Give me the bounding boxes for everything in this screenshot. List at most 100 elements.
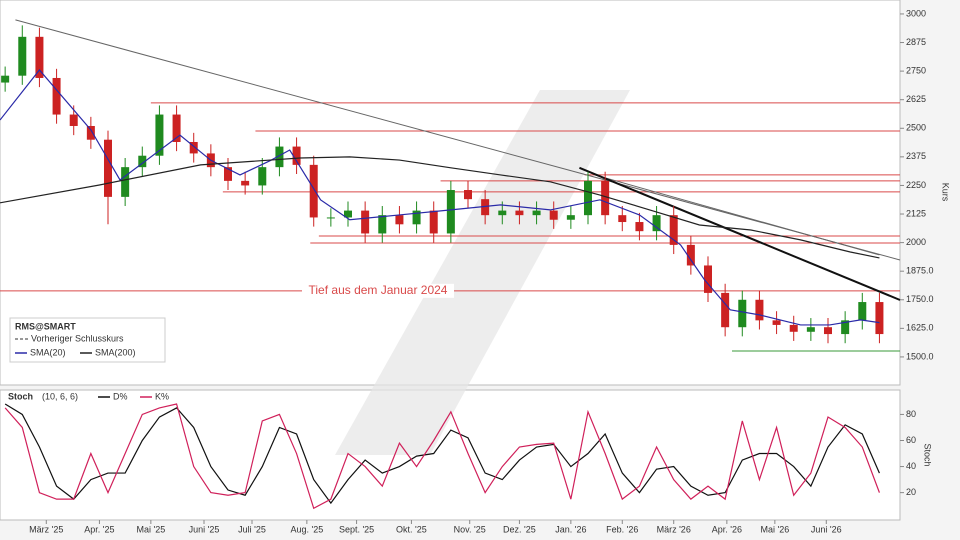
- candle-body: [224, 167, 232, 181]
- candle-body: [858, 302, 867, 321]
- candle-body: [669, 215, 678, 245]
- candle-body: [275, 146, 284, 168]
- candle-body: [69, 114, 78, 126]
- stoch-params: (10, 6, 6): [42, 391, 78, 401]
- x-tick-label: Mai '26: [760, 524, 789, 534]
- y-tick-label: 1750.0: [906, 294, 934, 304]
- candle-body: [1, 75, 10, 83]
- stoch-line: [4, 403, 880, 510]
- sma-line: [0, 69, 880, 326]
- candle-body: [172, 114, 181, 142]
- annotation: Tief aus dem Januar 2024: [309, 283, 448, 297]
- y-tick-label: 2000: [906, 237, 926, 247]
- candle-body: [498, 210, 507, 216]
- legend-entry: SMA(200): [95, 347, 136, 357]
- candle-body: [721, 292, 730, 328]
- x-tick-label: Juni '25: [189, 524, 220, 534]
- x-tick-label: Sept. '25: [339, 524, 374, 534]
- candle-body: [138, 155, 147, 168]
- candle-body: [738, 299, 747, 328]
- candle-body: [601, 180, 610, 216]
- y-tick-label: 1500.0: [906, 351, 934, 361]
- y-tick-label: 2750: [906, 65, 926, 75]
- candle-body: [875, 302, 884, 335]
- candle-body: [446, 190, 455, 234]
- candle-body: [429, 210, 438, 234]
- candle-body: [309, 164, 318, 218]
- candle-body: [755, 299, 764, 321]
- x-tick-label: März '25: [29, 524, 63, 534]
- legend-entry: SMA(20): [30, 347, 66, 357]
- y-tick-label: 80: [906, 409, 916, 419]
- candle-body: [258, 167, 267, 186]
- y-tick-label: 2250: [906, 180, 926, 190]
- candle-body: [566, 215, 575, 220]
- x-tick-label: Jan. '26: [555, 524, 586, 534]
- candle-body: [395, 215, 404, 225]
- candle-body: [189, 141, 198, 154]
- legend-entry: K%: [155, 391, 169, 401]
- candle-body: [326, 217, 335, 219]
- candle-body: [104, 139, 112, 197]
- candle-body: [361, 210, 370, 234]
- y-tick-label: 40: [906, 461, 916, 471]
- candle-body: [652, 215, 661, 232]
- candle-body: [464, 190, 472, 200]
- x-tick-label: Nov. '25: [454, 524, 486, 534]
- candle-body: [35, 36, 44, 78]
- x-tick-label: Apr. '25: [84, 524, 114, 534]
- x-tick-label: Feb. '26: [606, 524, 638, 534]
- trend-line: [579, 166, 901, 301]
- candle-body: [241, 180, 250, 186]
- trend-line: [15, 19, 901, 261]
- legend-symbol: RMS@SMART: [15, 321, 76, 331]
- annotation-bg: [302, 283, 454, 298]
- candle-body: [481, 199, 490, 216]
- y-tick-label: 20: [906, 487, 916, 497]
- candle-body: [618, 215, 627, 223]
- x-tick-label: Apr. '26: [712, 524, 742, 534]
- candle-body: [292, 146, 301, 165]
- candle-body: [824, 327, 832, 335]
- candle-body: [344, 210, 352, 218]
- candle-body: [789, 324, 798, 332]
- y-tick-label: 2500: [906, 123, 926, 133]
- legend-entry: Vorheriger Schlusskurs: [31, 333, 124, 343]
- candle-body: [686, 244, 695, 266]
- candle-body: [635, 222, 644, 232]
- candle-body: [121, 167, 130, 197]
- stoch-line: [4, 403, 880, 505]
- plot-layer: Tief aus dem Januar 2024: [0, 19, 901, 510]
- candle-body: [549, 210, 558, 220]
- candle-body: [806, 327, 815, 332]
- candle-body: [772, 320, 781, 325]
- trend-line: [594, 174, 880, 256]
- x-tick-label: Juli '25: [238, 524, 266, 534]
- candle-body: [532, 210, 541, 216]
- candle-body: [378, 215, 387, 234]
- candle-body: [704, 265, 712, 293]
- stoch-title: Stoch: [8, 391, 33, 401]
- y-tick-label: 1625.0: [906, 323, 934, 333]
- x-tick-label: Juni '26: [811, 524, 842, 534]
- y-tick-label: 2625: [906, 94, 926, 104]
- y-axis-label: Kurs: [941, 183, 951, 202]
- candle-body: [412, 210, 421, 225]
- candle-body: [515, 210, 524, 216]
- y-tick-label: 1875.0: [906, 266, 934, 276]
- candle-body: [86, 125, 95, 140]
- x-tick-label: Aug. '25: [290, 524, 323, 534]
- candle-body: [584, 180, 592, 216]
- y-tick-label: 2875: [906, 37, 926, 47]
- legend-box: [9, 317, 166, 363]
- x-tick-label: Okt. '25: [396, 524, 427, 534]
- y-tick-label: 2375: [906, 151, 926, 161]
- candle-body: [155, 114, 164, 156]
- legend-entry: D%: [113, 391, 128, 401]
- x-tick-label: März '26: [657, 524, 691, 534]
- sma-line: [0, 156, 880, 259]
- y-tick-label: 60: [906, 435, 916, 445]
- y-axis-label: Stoch: [923, 443, 933, 466]
- x-tick-label: Dez. '25: [503, 524, 536, 534]
